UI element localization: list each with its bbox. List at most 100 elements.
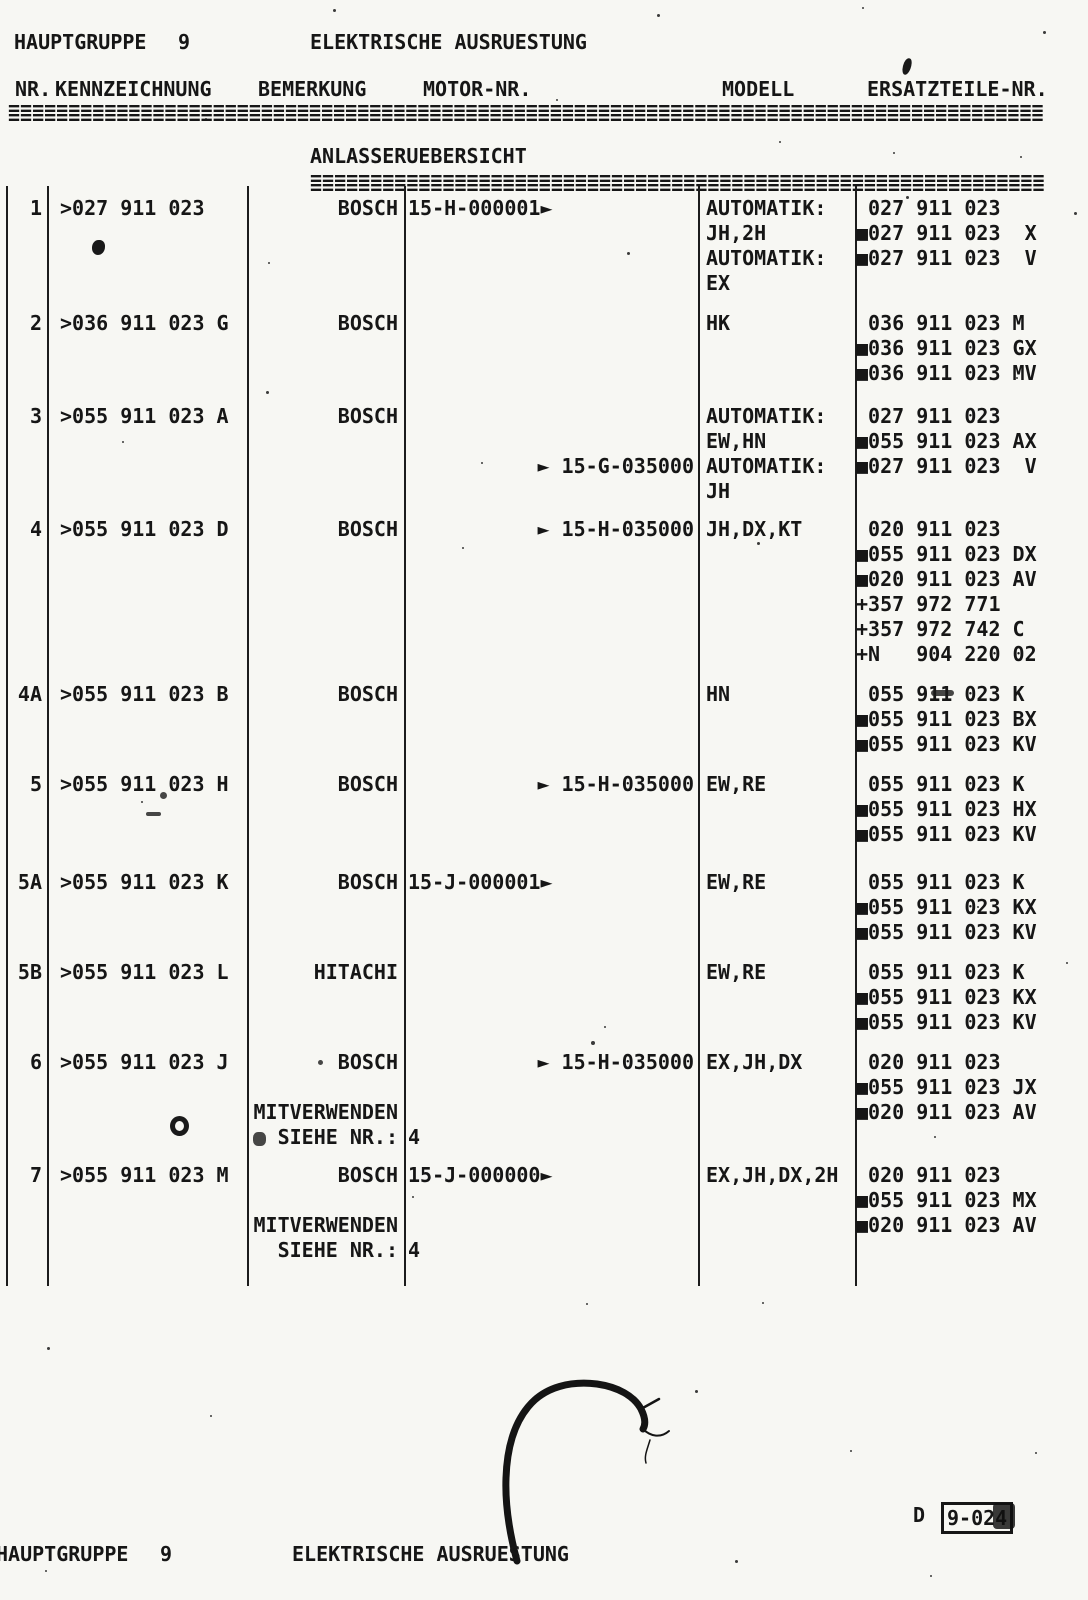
table-divider-kennzeichnung [247, 186, 249, 1286]
cell-bem-row-2: BOSCH [337, 311, 398, 335]
ink-blob [253, 1132, 266, 1146]
cell-nr-row-1: 1 [29, 196, 42, 220]
header-ruler-line-1: ========================================… [8, 96, 1044, 118]
col-header-ersatzteile-nr: ERSATZTEILE-NR. [867, 77, 1048, 101]
cell-bem-row-4A: BOSCH [337, 682, 398, 706]
hauptgruppe-label: HAUPTGRUPPE [14, 30, 147, 54]
cell-kenn-row-6: >055 911 023 J [60, 1050, 229, 1074]
ink-speck [160, 792, 167, 799]
table-divider-nr [47, 186, 49, 1286]
cell-nr-row-5B: 5B [17, 960, 42, 984]
cell-motor-row-1: 15-H-000001► [408, 196, 553, 220]
cell-ersatz-row-2: ■036 911 023 GX [856, 336, 1037, 360]
cell-bem-row-5A: BOSCH [337, 870, 398, 894]
cell-bem-row-5: BOSCH [337, 772, 398, 796]
cell-nr-row-3: 3 [29, 404, 42, 428]
cell-nr-row-5A: 5A [17, 870, 42, 894]
cell-modell-row-1: AUTOMATIK: [706, 246, 827, 270]
ink-smudge [931, 690, 954, 696]
cell-ersatz-row-5: ■055 911 023 KV [856, 822, 1037, 846]
table-border-left [6, 186, 8, 1286]
footer-title: ELEKTRISCHE AUSRUESTUNG [292, 1542, 569, 1566]
col-header-bemerkung: BEMERKUNG [258, 77, 367, 101]
footer-hauptgruppe-number: 9 [160, 1542, 173, 1566]
cell-ersatz-row-4: +357 972 742 C [856, 617, 1025, 641]
cell-modell-row-6: EX,JH,DX [706, 1050, 803, 1074]
cell-ersatz-row-6: ■020 911 023 AV [856, 1100, 1037, 1124]
cell-bem-row-6: BOSCH [337, 1050, 398, 1074]
cell-ersatz-row-4: 020 911 023 [856, 517, 1001, 541]
cell-modell-row-5A: EW,RE [706, 870, 767, 894]
cell-modell-row-5B: EW,RE [706, 960, 767, 984]
cell-kenn-row-5B: >055 911 023 L [60, 960, 229, 984]
cell-ersatz-row-1: ■027 911 023 X [856, 221, 1037, 245]
cell-ersatz-row-4A: ■055 911 023 BX [856, 707, 1037, 731]
cell-modell-row-7: EX,JH,DX,2H [706, 1163, 839, 1187]
cell-bem-row-4: BOSCH [337, 517, 398, 541]
cell-ersatz-row-7: ■055 911 023 MX [856, 1188, 1037, 1212]
cell-kenn-row-5A: >055 911 023 K [60, 870, 229, 894]
cell-modell-row-3: AUTOMATIK: [706, 454, 827, 478]
cell-ersatz-row-7: 020 911 023 [856, 1163, 1001, 1187]
cell-modell-row-3: JH [706, 479, 731, 503]
cell-bem-row-7: SIEHE NR.: [277, 1238, 398, 1262]
ink-blob [170, 1116, 189, 1136]
cell-ersatz-row-3: ■055 911 023 AX [856, 429, 1037, 453]
cell-ersatz-row-1: ■027 911 023 V [856, 246, 1037, 270]
cell-kenn-row-4: >055 911 023 D [60, 517, 229, 541]
cell-bem-row-6: MITVERWENDEN [253, 1100, 399, 1124]
cell-nr-row-2: 2 [29, 311, 42, 335]
section-title: ANLASSERUEBERSICHT [310, 144, 527, 168]
ink-speck [318, 1060, 323, 1065]
ink-blob [92, 240, 105, 255]
cell-ersatz-row-4: ■055 911 023 DX [856, 542, 1037, 566]
cell-motor-row-4: ► 15-H-035000 [537, 517, 694, 541]
cell-ersatz-row-5: 055 911 023 K [856, 772, 1025, 796]
cell-ersatz-row-1: 027 911 023 [856, 196, 1001, 220]
cell-modell-row-1: AUTOMATIK: [706, 196, 827, 220]
cell-bem-row-6: SIEHE NR.: [277, 1125, 398, 1149]
cell-bem-row-3: BOSCH [337, 404, 398, 428]
section-ruler-line-1: ========================================… [310, 166, 1045, 188]
cell-ersatz-row-3: 027 911 023 [856, 404, 1001, 428]
cell-nr-row-4: 4 [29, 517, 42, 541]
ink-blob [901, 57, 913, 76]
cell-kenn-row-4A: >055 911 023 B [60, 682, 229, 706]
cell-ersatz-row-2: 036 911 023 M [856, 311, 1025, 335]
cell-ersatz-row-5B: 055 911 023 K [856, 960, 1025, 984]
cell-modell-row-1: JH,2H [706, 221, 767, 245]
cell-modell-row-5: EW,RE [706, 772, 767, 796]
col-header-modell: MODELL [722, 77, 795, 101]
cell-ersatz-row-4: ■020 911 023 AV [856, 567, 1037, 591]
cell-kenn-row-5: >055 911 023 H [60, 772, 229, 796]
cell-modell-row-2: HK [706, 311, 731, 335]
cell-motor-row-7: 4 [408, 1238, 421, 1262]
cell-ersatz-row-6: ■055 911 023 JX [856, 1075, 1037, 1099]
cell-ersatz-row-3: ■027 911 023 V [856, 454, 1037, 478]
cell-modell-row-4: JH,DX,KT [706, 517, 803, 541]
footer-hauptgruppe-label: HAUPTGRUPPE [0, 1542, 129, 1566]
cell-modell-row-4A: HN [706, 682, 731, 706]
cell-ersatz-row-5A: 055 911 023 K [856, 870, 1025, 894]
cell-nr-row-7: 7 [29, 1163, 42, 1187]
cell-modell-row-3: EW,HN [706, 429, 767, 453]
cell-kenn-row-2: >036 911 023 G [60, 311, 229, 335]
cell-ersatz-row-5A: ■055 911 023 KX [856, 895, 1037, 919]
cell-motor-row-3: ► 15-G-035000 [537, 454, 694, 478]
hauptgruppe-number: 9 [178, 30, 191, 54]
cell-motor-row-5: ► 15-H-035000 [537, 772, 694, 796]
cell-ersatz-row-2: ■036 911 023 MV [856, 361, 1037, 385]
header-ruler-line-2: ========================================… [8, 105, 1044, 127]
table-divider-modell [855, 186, 857, 1286]
ink-blot [993, 1503, 1015, 1529]
ink-smudge [146, 812, 161, 816]
cell-motor-row-5A: 15-J-000001► [408, 870, 553, 894]
cell-modell-row-1: EX [706, 271, 731, 295]
cell-bem-row-5B: HITACHI [313, 960, 398, 984]
cell-ersatz-row-5B: ■055 911 023 KV [856, 1010, 1037, 1034]
cell-motor-row-7: 15-J-000000► [408, 1163, 553, 1187]
cell-bem-row-7: MITVERWENDEN [253, 1213, 399, 1237]
cell-ersatz-row-5B: ■055 911 023 KX [856, 985, 1037, 1009]
page-title: ELEKTRISCHE AUSRUESTUNG [310, 30, 587, 54]
cell-ersatz-row-4A: ■055 911 023 KV [856, 732, 1037, 756]
